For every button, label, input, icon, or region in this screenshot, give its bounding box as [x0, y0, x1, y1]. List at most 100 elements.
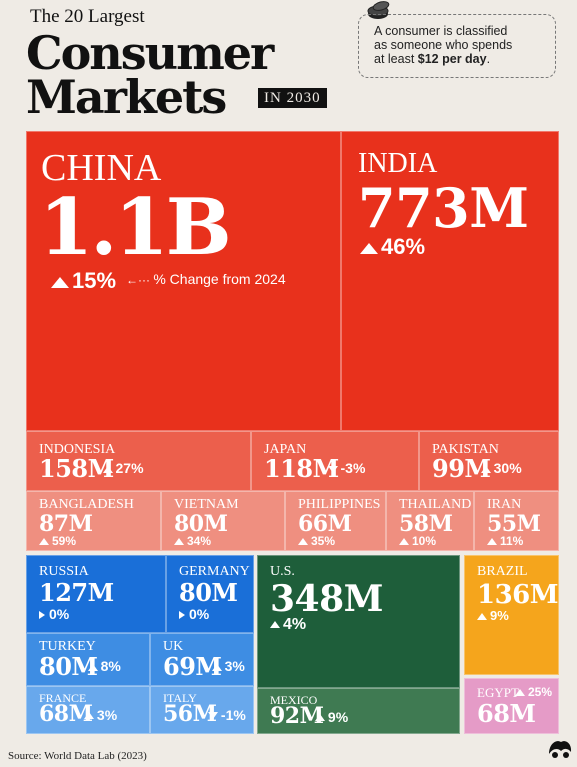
country-name-vietnam: VIETNAM: [174, 497, 239, 512]
tile-indonesia: INDONESIA 158M 27%: [26, 431, 251, 491]
tile-bangladesh: BANGLADESH 87M 59%: [26, 491, 161, 551]
change-indonesia: 27%: [102, 460, 144, 476]
change-pakistan: 30%: [480, 460, 522, 476]
tile-japan: JAPAN 118M -3%: [251, 431, 419, 491]
tile-thailand: THAILAND 58M 10%: [386, 491, 474, 551]
market-size-china: 1.1B: [39, 182, 232, 273]
down-arrow-icon: [327, 465, 338, 473]
up-arrow-icon: [314, 714, 325, 722]
up-arrow-icon: [487, 538, 497, 546]
country-name-pakistan: PAKISTAN: [432, 442, 499, 457]
market-size-vietnam: 80M: [174, 511, 228, 537]
left-arrow-icon: ←···: [126, 273, 154, 287]
note-box: [358, 14, 556, 78]
change-iran: 11%: [487, 534, 523, 548]
change-egypt: 25%: [514, 685, 552, 699]
title-year-badge: IN 2030: [258, 88, 327, 108]
change-value-thailand: 10%: [412, 534, 437, 548]
country-name-france: FRANCE: [39, 691, 87, 705]
up-arrow-icon: [477, 613, 487, 621]
tile-iran: IRAN 55M 11%: [474, 491, 559, 551]
tile-turkey: TURKEY 80M 8%: [26, 633, 150, 686]
note-line-3-prefix: at least: [374, 52, 418, 66]
market-size-philippines: 66M: [298, 511, 352, 537]
tile-vietnam: VIETNAM 80M 34%: [161, 491, 285, 551]
change-value-turkey: 8%: [100, 658, 121, 674]
tile-pakistan: PAKISTAN 99M 30%: [419, 431, 559, 491]
note-line-1: A consumer is classified: [374, 24, 508, 38]
change-value-pakistan: 30%: [493, 460, 522, 476]
change-vietnam: 34%: [174, 534, 211, 548]
up-arrow-icon: [514, 689, 525, 697]
market-size-thailand: 58M: [399, 511, 453, 537]
tile-brazil: BRAZIL 136M 9%: [464, 555, 559, 675]
flat-arrow-icon: [39, 611, 45, 620]
note-line-2: as someone who spends: [374, 38, 513, 52]
change-philippines: 35%: [298, 534, 335, 548]
country-name-egypt: EGYPT: [477, 685, 519, 700]
note-line-3-bold: $12 per day: [417, 52, 487, 66]
change-france: 3%: [83, 707, 117, 723]
up-arrow-icon: [174, 538, 184, 546]
tile-philippines: PHILIPPINES 66M 35%: [285, 491, 386, 551]
market-size-germany: 80M: [179, 578, 238, 607]
change-brazil: 9%: [477, 608, 509, 623]
consumer-definition-note: A consumer is classified as someone who …: [374, 24, 550, 66]
note-line-3: at least $12 per day.: [374, 52, 550, 66]
tile-egypt: EGYPT 68M 25%: [464, 678, 559, 734]
up-arrow-icon: [51, 276, 69, 288]
change-value-china: 15%: [72, 268, 117, 293]
change-value-indonesia: 27%: [115, 460, 144, 476]
tile-uk: UK 69M 3%: [150, 633, 254, 686]
change-value-u-s: 4%: [283, 616, 307, 633]
change-value-russia: 0%: [49, 606, 70, 622]
tile-china: CHINA 1.1B 15%: [26, 131, 341, 431]
up-arrow-icon: [480, 465, 491, 473]
change-value-italy: -1%: [220, 706, 246, 723]
up-arrow-icon: [39, 538, 49, 546]
change-bangladesh: 59%: [39, 534, 76, 548]
up-arrow-icon: [399, 538, 409, 546]
tile-france: FRANCE 68M 3%: [26, 686, 150, 734]
title-line-1: Consumer: [26, 26, 274, 80]
tile-russia: RUSSIA 127M 0%: [26, 555, 166, 633]
change-value-germany: 0%: [189, 606, 210, 622]
change-value-uk: 3%: [224, 658, 245, 674]
market-size-egypt: 68M: [477, 699, 536, 728]
country-name-iran: IRAN: [487, 497, 522, 512]
source-note: Source: World Data Lab (2023): [8, 750, 147, 762]
up-arrow-icon: [298, 538, 308, 546]
change-value-brazil: 9%: [490, 608, 509, 623]
change-thailand: 10%: [399, 534, 436, 548]
subtitle: The 20 Largest: [30, 6, 145, 27]
country-name-bangladesh: BANGLADESH: [39, 497, 134, 512]
note-line-3-suffix: .: [486, 52, 491, 66]
country-name-u-s: U.S.: [270, 564, 295, 579]
market-size-russia: 127M: [39, 578, 114, 607]
country-name-philippines: PHILIPPINES: [298, 497, 381, 512]
country-name-thailand: THAILAND: [399, 497, 472, 512]
change-value-vietnam: 34%: [187, 534, 212, 548]
up-arrow-icon: [83, 712, 94, 720]
up-arrow-icon: [211, 663, 222, 671]
down-arrow-icon: [207, 712, 218, 720]
market-size-u-s: 348M: [270, 578, 384, 620]
tile-india: INDIA 773M 46%: [341, 131, 559, 431]
change-china: 15%: [51, 268, 116, 294]
change-italy: -1%: [207, 706, 246, 723]
country-name-japan: JAPAN: [264, 442, 307, 457]
tile-mexico: MEXICO 92M 9%: [257, 688, 460, 734]
country-name-italy: ITALY: [163, 691, 197, 705]
tile-italy: ITALY 56M -1%: [150, 686, 254, 734]
up-arrow-icon: [87, 663, 98, 671]
title-line-2: Markets: [26, 70, 227, 124]
market-size-brazil: 136M: [477, 580, 559, 610]
tile-u-s: U.S. 348M 4%: [257, 555, 460, 688]
market-size-india: 773M: [358, 176, 529, 240]
country-name-mexico: MEXICO: [270, 693, 318, 707]
country-name-uk: UK: [163, 639, 184, 654]
tile-germany: GERMANY 80M 0%: [166, 555, 254, 633]
change-value-japan: -3%: [340, 460, 366, 476]
change-mexico: 9%: [314, 709, 348, 725]
change-legend-label: % Change from 2024: [153, 271, 286, 287]
